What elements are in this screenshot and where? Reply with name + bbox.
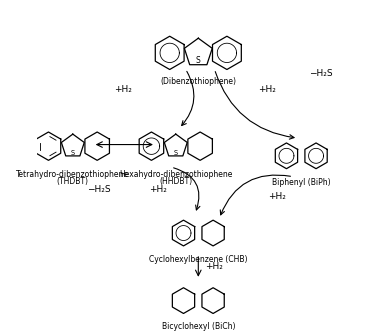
Text: +H₂: +H₂ <box>259 85 276 94</box>
Text: +H₂: +H₂ <box>205 262 223 271</box>
FancyArrowPatch shape <box>220 175 290 215</box>
Text: S: S <box>71 150 75 156</box>
Text: +H₂: +H₂ <box>149 185 167 194</box>
Text: Cyclohexylbenzene (CHB): Cyclohexylbenzene (CHB) <box>149 255 248 264</box>
Text: +H₂: +H₂ <box>268 191 286 200</box>
Text: Tetrahydro-dibenzothiophene: Tetrahydro-dibenzothiophene <box>16 169 129 179</box>
Text: Biphenyl (BiPh): Biphenyl (BiPh) <box>272 178 330 187</box>
Text: (THDBT): (THDBT) <box>57 177 89 186</box>
Text: S: S <box>196 56 201 65</box>
FancyArrowPatch shape <box>215 72 294 139</box>
Text: S: S <box>174 150 178 156</box>
Text: −H₂S: −H₂S <box>87 185 111 194</box>
Text: Bicyclohexyl (BiCh): Bicyclohexyl (BiCh) <box>162 322 235 331</box>
Text: Hexahydro-dibenzothiophene: Hexahydro-dibenzothiophene <box>119 169 232 179</box>
Text: −H₂S: −H₂S <box>309 69 333 78</box>
FancyArrowPatch shape <box>181 71 194 126</box>
Text: (Dibenzothiophene): (Dibenzothiophene) <box>160 77 236 86</box>
Text: +H₂: +H₂ <box>114 85 132 94</box>
FancyArrowPatch shape <box>174 168 200 210</box>
Text: (HHDBT): (HHDBT) <box>159 177 192 186</box>
